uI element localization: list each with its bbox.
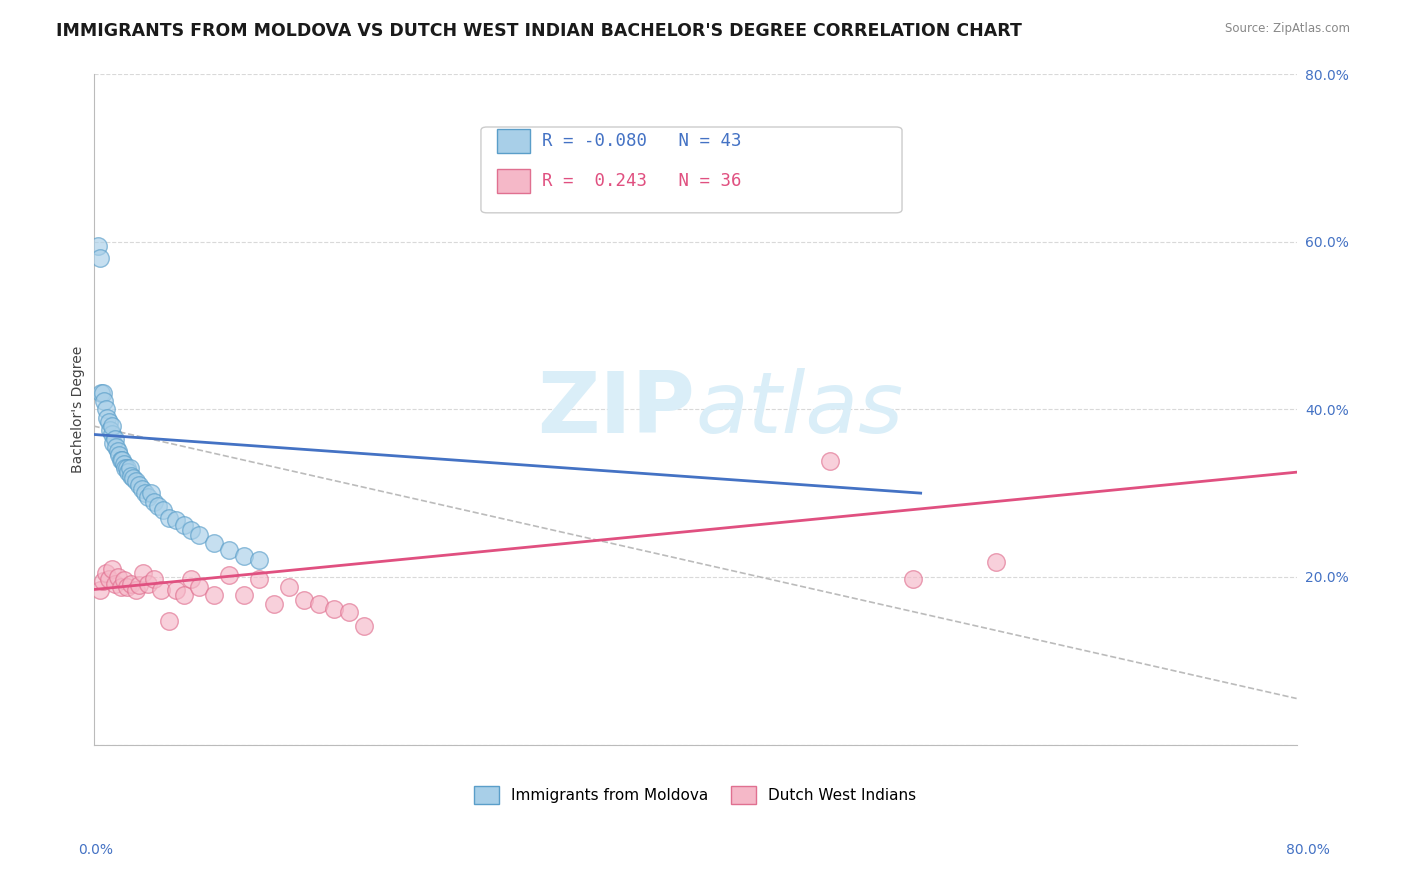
Point [100, 419, 122, 434]
Point [94, 566, 117, 580]
Point [125, 582, 148, 597]
Point [263, 597, 285, 611]
Point [87, 239, 110, 253]
Point [97, 415, 120, 429]
Point [105, 440, 128, 454]
Text: atlas: atlas [695, 368, 903, 450]
Point [89, 252, 111, 266]
Point [148, 499, 170, 513]
Point [218, 568, 240, 582]
Point [104, 432, 127, 446]
Text: Source: ZipAtlas.com: Source: ZipAtlas.com [1225, 22, 1350, 36]
Point [111, 452, 134, 467]
Point [112, 457, 135, 471]
FancyBboxPatch shape [496, 169, 530, 194]
Point [165, 582, 187, 597]
Point [180, 523, 202, 537]
Point [157, 614, 180, 628]
FancyBboxPatch shape [481, 127, 903, 213]
Point [247, 572, 270, 586]
Point [90, 385, 112, 400]
Text: 80.0%: 80.0% [1285, 843, 1330, 857]
Text: ZIP: ZIP [537, 368, 695, 450]
Point [128, 578, 150, 592]
Point [91, 385, 114, 400]
FancyBboxPatch shape [496, 129, 530, 153]
Point [107, 444, 129, 458]
Point [118, 461, 141, 475]
Point [128, 477, 150, 491]
Point [134, 486, 156, 500]
Y-axis label: Bachelor's Degree: Bachelor's Degree [72, 346, 86, 473]
Point [120, 576, 142, 591]
Point [94, 402, 117, 417]
Point [107, 570, 129, 584]
Point [165, 513, 187, 527]
Point [89, 582, 111, 597]
Point [337, 605, 360, 619]
Point [202, 588, 225, 602]
Text: 0.0%: 0.0% [79, 843, 112, 857]
Point [115, 580, 138, 594]
Point [121, 471, 143, 485]
Point [152, 503, 174, 517]
Text: R =  0.243   N = 36: R = 0.243 N = 36 [543, 172, 742, 190]
Point [114, 461, 136, 475]
Point [233, 549, 256, 563]
Point [142, 494, 165, 508]
Point [180, 572, 202, 586]
Point [110, 580, 132, 594]
Point [108, 449, 131, 463]
Point [96, 410, 118, 425]
Point [247, 553, 270, 567]
Point [112, 574, 135, 588]
Point [173, 588, 195, 602]
Point [100, 427, 122, 442]
Point [187, 528, 209, 542]
Point [93, 393, 115, 408]
Point [187, 580, 209, 594]
Point [104, 576, 127, 591]
Point [308, 597, 330, 611]
Point [91, 574, 114, 589]
Point [132, 566, 155, 580]
Point [115, 461, 138, 475]
Point [101, 435, 124, 450]
Point [117, 465, 139, 479]
Point [125, 474, 148, 488]
Point [100, 561, 122, 575]
Point [142, 572, 165, 586]
Point [139, 486, 162, 500]
Legend: Immigrants from Moldova, Dutch West Indians: Immigrants from Moldova, Dutch West Indi… [474, 787, 915, 804]
Point [136, 576, 159, 591]
Text: R = -0.080   N = 43: R = -0.080 N = 43 [543, 132, 742, 150]
Point [984, 555, 1007, 569]
Point [233, 588, 256, 602]
Text: IMMIGRANTS FROM MOLDOVA VS DUTCH WEST INDIAN BACHELOR'S DEGREE CORRELATION CHART: IMMIGRANTS FROM MOLDOVA VS DUTCH WEST IN… [56, 22, 1022, 40]
Point [173, 518, 195, 533]
Point [278, 580, 301, 594]
Point [901, 572, 924, 586]
Point [150, 582, 173, 597]
Point [820, 454, 842, 468]
Point [131, 482, 153, 496]
Point [323, 602, 346, 616]
Point [218, 543, 240, 558]
Point [157, 511, 180, 525]
Point [353, 618, 375, 632]
Point [292, 593, 315, 607]
Point [97, 572, 120, 586]
Point [110, 452, 132, 467]
Point [136, 491, 159, 505]
Point [98, 423, 121, 437]
Point [202, 536, 225, 550]
Point [120, 469, 142, 483]
